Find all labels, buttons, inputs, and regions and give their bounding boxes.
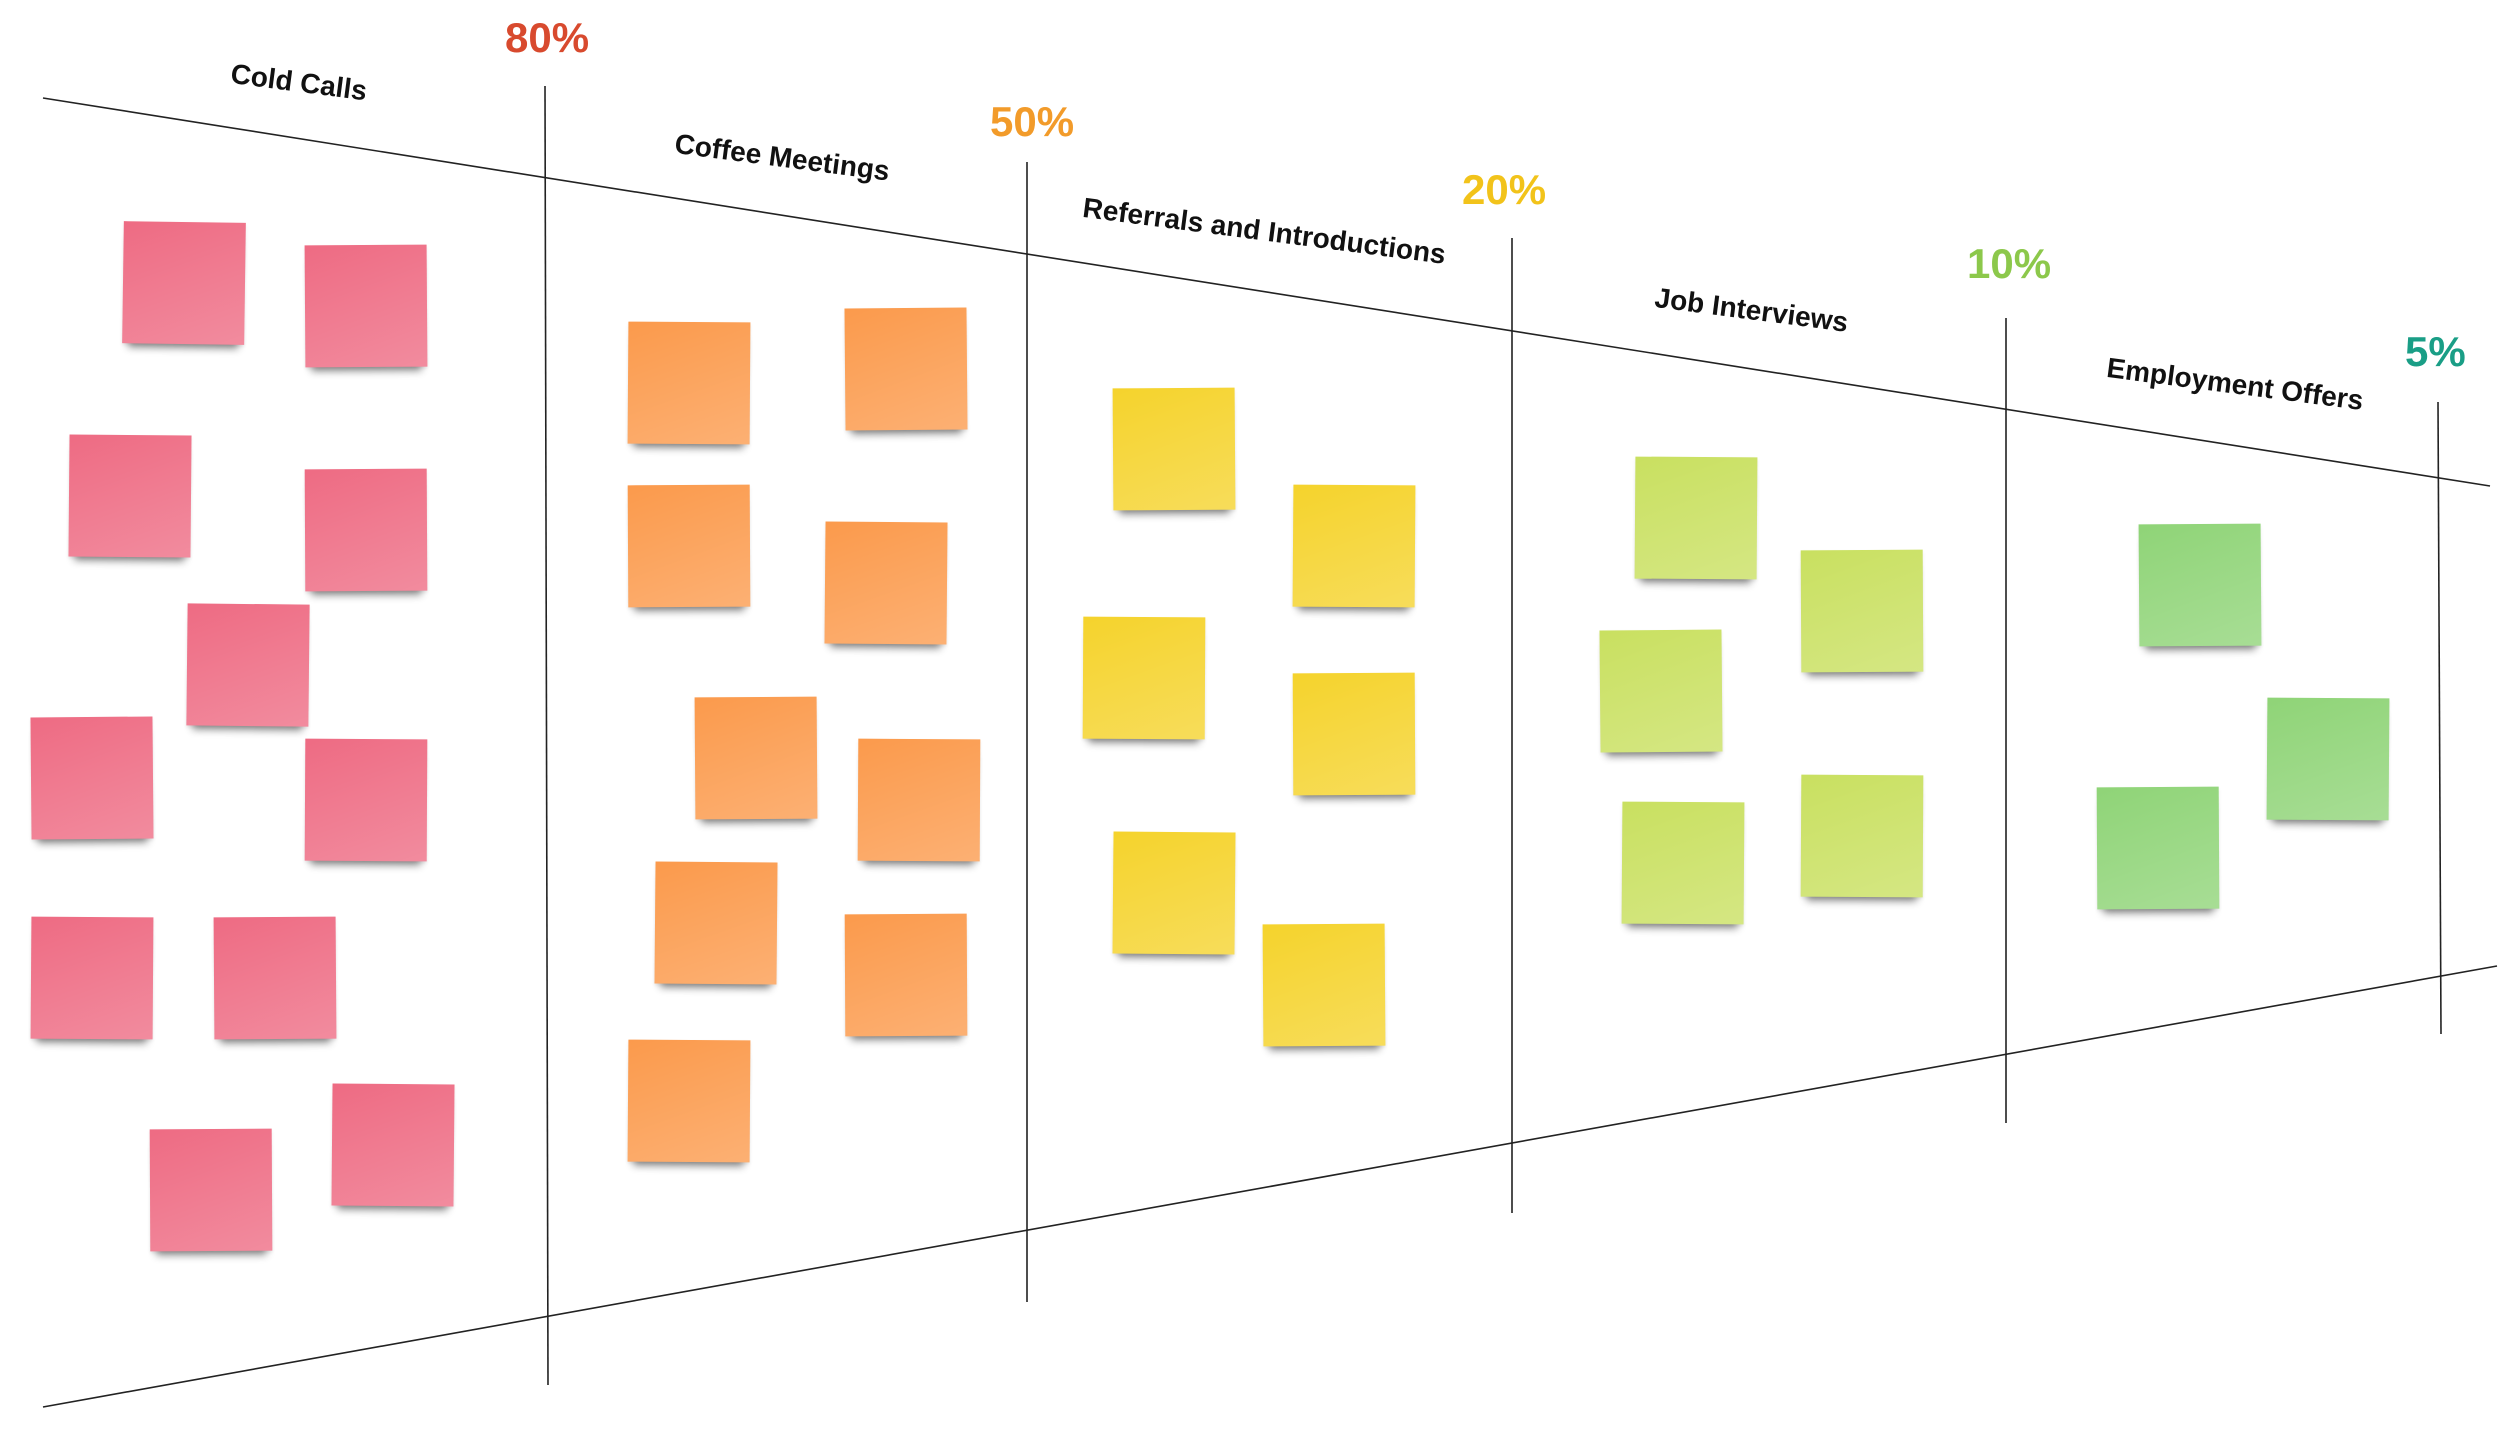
- sticky-note-coffee-meetings[interactable]: [694, 696, 818, 820]
- sticky-note-cold-calls[interactable]: [186, 603, 310, 727]
- sticky-note-cold-calls[interactable]: [304, 244, 428, 368]
- sticky-note-job-interviews[interactable]: [1800, 774, 1924, 898]
- funnel-bottom-edge: [42, 965, 2498, 1408]
- stage-percent-coffee-meetings: 50%: [990, 98, 1075, 145]
- stage-percent-referrals: 20%: [1462, 166, 1547, 213]
- sticky-note-coffee-meetings[interactable]: [857, 738, 981, 862]
- sticky-note-coffee-meetings[interactable]: [824, 521, 948, 645]
- sticky-note-coffee-meetings[interactable]: [654, 861, 778, 985]
- stage-percent-cold-calls: 80%: [505, 14, 590, 61]
- stage-divider-1: [544, 85, 549, 1386]
- sticky-note-referrals[interactable]: [1112, 831, 1236, 955]
- sticky-note-employment-offers[interactable]: [2266, 697, 2390, 821]
- sticky-note-cold-calls[interactable]: [213, 916, 337, 1040]
- sticky-note-cold-calls[interactable]: [331, 1083, 455, 1207]
- sticky-note-referrals[interactable]: [1112, 387, 1236, 511]
- stage-divider-5: [2437, 401, 2442, 1035]
- sticky-note-coffee-meetings[interactable]: [844, 913, 968, 1037]
- sticky-note-employment-offers[interactable]: [2096, 786, 2220, 910]
- sticky-note-employment-offers[interactable]: [2138, 523, 2262, 647]
- sticky-note-referrals[interactable]: [1262, 923, 1386, 1047]
- sticky-note-referrals[interactable]: [1292, 672, 1416, 796]
- sticky-note-cold-calls[interactable]: [304, 468, 428, 592]
- sticky-note-cold-calls[interactable]: [149, 1128, 273, 1252]
- sticky-note-referrals[interactable]: [1292, 484, 1416, 608]
- sticky-note-cold-calls[interactable]: [304, 738, 428, 862]
- sticky-note-job-interviews[interactable]: [1621, 801, 1745, 925]
- sticky-note-cold-calls[interactable]: [122, 221, 246, 345]
- sticky-note-job-interviews[interactable]: [1599, 629, 1723, 753]
- sticky-note-job-interviews[interactable]: [1634, 456, 1758, 580]
- sticky-note-coffee-meetings[interactable]: [627, 1039, 751, 1163]
- sticky-note-coffee-meetings[interactable]: [627, 484, 751, 608]
- stage-percent-employment-offers: 5%: [2405, 328, 2466, 375]
- sticky-note-cold-calls[interactable]: [30, 716, 154, 840]
- sticky-note-referrals[interactable]: [1082, 616, 1206, 740]
- sticky-note-coffee-meetings[interactable]: [844, 307, 968, 431]
- sticky-note-job-interviews[interactable]: [1800, 549, 1924, 673]
- sticky-note-cold-calls[interactable]: [30, 916, 154, 1040]
- sticky-note-cold-calls[interactable]: [68, 434, 192, 558]
- stage-percent-job-interviews: 10%: [1967, 240, 2052, 287]
- funnel-top-edge: [42, 97, 2491, 487]
- sticky-note-coffee-meetings[interactable]: [627, 321, 751, 445]
